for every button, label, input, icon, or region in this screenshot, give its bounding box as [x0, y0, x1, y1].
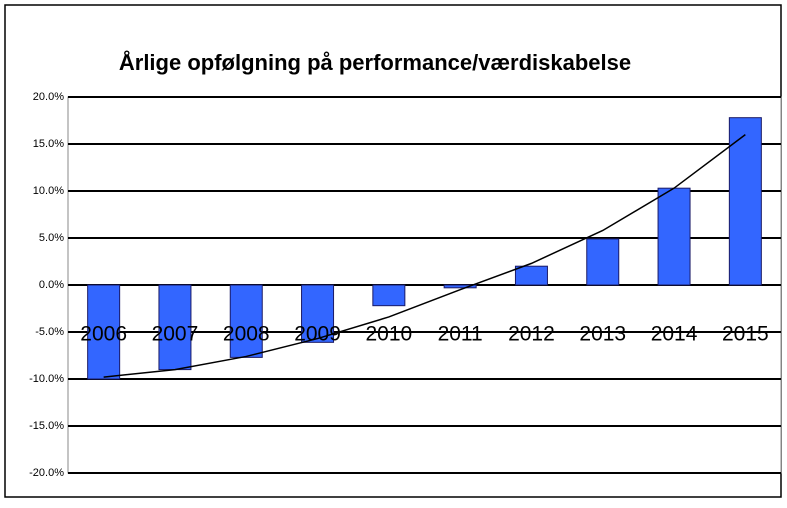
- x-tick-label: 2009: [294, 323, 341, 346]
- y-tick-label: -15.0%: [29, 420, 64, 432]
- x-tick-label: 2008: [223, 323, 270, 346]
- x-tick-label: 2007: [152, 323, 199, 346]
- y-tick-label: 0.0%: [39, 279, 64, 291]
- x-tick-label: 2012: [508, 323, 555, 346]
- bar: [87, 284, 121, 380]
- bar: [372, 284, 406, 307]
- y-tick-label: 5.0%: [39, 232, 64, 244]
- x-tick-label: 2013: [579, 323, 626, 346]
- y-tick-label: -20.0%: [29, 467, 64, 479]
- bar: [586, 238, 620, 286]
- x-tick-label: 2010: [365, 323, 412, 346]
- x-tick-label: 2011: [438, 323, 483, 346]
- y-tick-label: 20.0%: [33, 91, 64, 103]
- y-tick-label: -5.0%: [35, 326, 64, 338]
- bar: [514, 265, 548, 286]
- y-tick-label: 15.0%: [33, 138, 64, 150]
- x-tick-label: 2014: [651, 323, 698, 346]
- bar: [229, 284, 263, 358]
- x-tick-label: 2015: [722, 323, 769, 346]
- x-tick-label: 2006: [80, 323, 127, 346]
- y-tick-label: 10.0%: [33, 185, 64, 197]
- bar: [728, 117, 762, 286]
- trend-line: [103, 134, 746, 378]
- y-tick-label: -10.0%: [29, 373, 64, 385]
- bar: [657, 187, 691, 286]
- bar: [301, 284, 335, 343]
- chart-title: Årlige opfølgning på performance/værdisk…: [119, 49, 631, 75]
- bar: [443, 284, 477, 289]
